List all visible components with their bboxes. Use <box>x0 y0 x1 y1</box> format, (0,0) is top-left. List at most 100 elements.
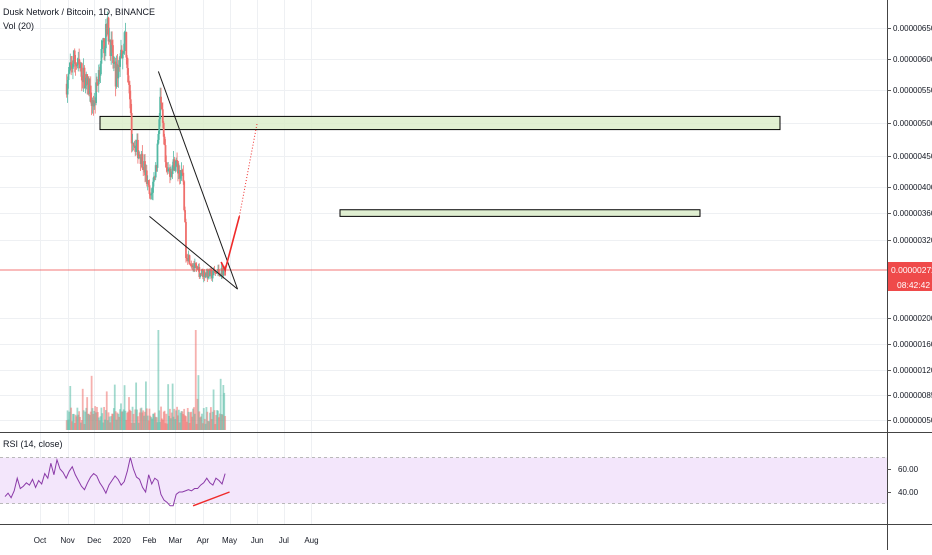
candle-body <box>161 103 163 110</box>
candle-body <box>163 136 166 146</box>
candle-body <box>200 273 202 275</box>
candle-body <box>156 143 159 168</box>
rsi-indicator <box>0 457 887 507</box>
candle-body <box>147 180 150 186</box>
price-axis-label: 0.00000120 <box>893 366 932 375</box>
rsi-trendline <box>192 491 230 507</box>
candle-body <box>166 167 169 172</box>
time-axis-label: Aug <box>304 536 318 545</box>
volume-bar <box>81 388 84 430</box>
time-axis-label: Feb <box>143 536 157 545</box>
candle-body <box>183 181 186 211</box>
candle-body <box>123 32 126 52</box>
volume-bar <box>157 330 160 430</box>
volume-bar <box>171 383 174 430</box>
candle-body <box>70 62 73 66</box>
candle-body <box>177 161 179 174</box>
price-axis-label: 0.00000400 <box>893 183 932 192</box>
volume-bar <box>194 330 197 430</box>
candle-body <box>215 272 218 274</box>
time-axis[interactable]: Oct Nov Dec 2020 Feb Mar Apr May Jun Jul Aug <box>34 536 319 545</box>
candle-body <box>80 63 83 81</box>
price-axis-label: 0.00000550 <box>893 86 932 95</box>
volume-bar <box>197 375 200 430</box>
candle-body <box>132 142 135 146</box>
price-axis-label: 0.00000360 <box>893 209 932 218</box>
candle-body <box>176 160 178 162</box>
candle-body <box>100 48 103 64</box>
volume-bar <box>206 411 209 430</box>
volume-label[interactable]: Vol (20) <box>3 21 34 31</box>
candle-body <box>89 85 92 103</box>
candle-body <box>222 269 225 276</box>
projection-arrow <box>220 216 241 273</box>
volume-bar <box>103 406 105 430</box>
candle-body <box>148 185 151 194</box>
candle-body <box>122 51 125 54</box>
candle-body <box>93 100 96 107</box>
time-axis-label: May <box>222 536 237 545</box>
volume-bar <box>105 391 108 430</box>
volume-bar <box>163 410 166 430</box>
candle-body <box>117 64 120 79</box>
support-resistance-zones[interactable] <box>99 115 781 217</box>
candle-body <box>129 99 132 113</box>
candle-body <box>150 193 153 196</box>
candle-body <box>175 160 178 167</box>
candle-body <box>110 40 113 57</box>
time-axis-label: 2020 <box>113 536 131 545</box>
candle-body <box>178 170 181 179</box>
time-axis-label: Mar <box>168 536 182 545</box>
candle-body <box>157 133 160 144</box>
candle-body <box>111 40 113 46</box>
candle-body <box>96 82 98 84</box>
candle-body <box>174 166 177 171</box>
volume-bar <box>224 415 227 430</box>
price-axis-label: 0.00000200 <box>893 314 932 323</box>
candle-body <box>198 267 201 277</box>
candle-body <box>154 165 157 178</box>
sr-zone <box>99 115 781 131</box>
candle-body <box>104 48 106 54</box>
price-axis-label: 0.00000320 <box>893 236 932 245</box>
sr-zone <box>339 209 701 217</box>
candle-body <box>195 265 198 269</box>
candle-body <box>188 255 191 265</box>
candle-body <box>68 70 71 74</box>
candle-body <box>169 171 172 177</box>
candle-body <box>112 62 115 64</box>
rsi-band <box>0 457 887 504</box>
symbol-title[interactable]: Dusk Network / Bitcoin, 1D, BINANCE <box>3 7 155 17</box>
volume-bar <box>223 392 226 430</box>
candle-body <box>151 192 154 194</box>
price-axis[interactable]: 0.00000650 0.00000600 0.00000550 0.00000500… <box>887 24 932 497</box>
candle-body <box>66 80 69 95</box>
rsi-line <box>4 457 226 507</box>
candle-body <box>96 83 99 85</box>
candle-body <box>217 269 220 274</box>
candle-body <box>209 269 211 277</box>
candle-body <box>196 268 199 270</box>
candle-body <box>185 257 188 259</box>
candle-body <box>107 17 110 42</box>
candlesticks <box>65 11 227 283</box>
candle-body <box>203 271 206 278</box>
candle-body <box>78 58 81 65</box>
time-axis-label: Jul <box>279 536 289 545</box>
volume-bars <box>65 330 227 430</box>
time-axis-label: Dec <box>87 536 101 545</box>
candle-body <box>74 62 77 66</box>
candle-body <box>128 82 130 85</box>
candle-body <box>181 169 184 173</box>
candle-body <box>193 263 196 269</box>
volume-bar <box>113 384 116 430</box>
rsi-label[interactable]: RSI (14, close) <box>3 439 63 449</box>
candle-body <box>159 96 162 120</box>
candle-body <box>185 221 187 258</box>
volume-bar <box>86 397 89 430</box>
candle-body <box>153 176 155 182</box>
candle-body <box>180 169 183 177</box>
drawn-trendlines[interactable] <box>0 71 887 290</box>
candle-body <box>121 53 124 59</box>
